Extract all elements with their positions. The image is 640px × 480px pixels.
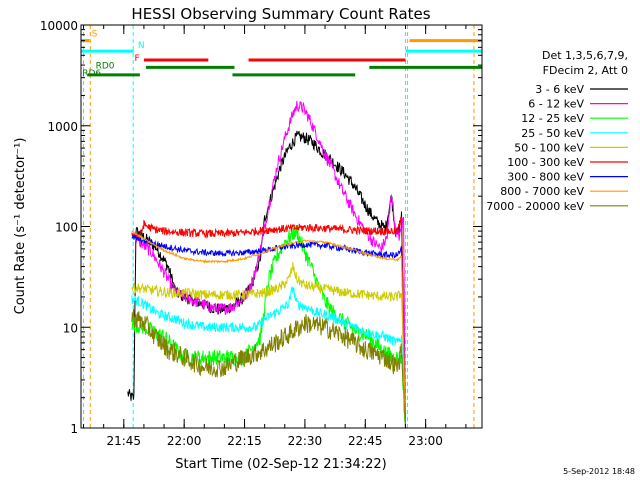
y-tick-label: 1 xyxy=(70,422,78,436)
x-tick-label: 22:00 xyxy=(167,434,202,448)
legend-label-5: 100 - 300 keV xyxy=(507,156,584,169)
footer-date: 5-Sep-2012 18:48 xyxy=(563,467,635,476)
series-line-6 xyxy=(131,234,406,428)
flag-label-s: S xyxy=(92,30,98,40)
x-tick-label: 22:15 xyxy=(227,434,262,448)
y-axis-label: Count Rate (s⁻¹ detector⁻¹) xyxy=(13,138,28,315)
legend: Det 1,3,5,6,7,9, FDecim 2, Att 0 3 - 6 k… xyxy=(486,49,628,213)
legend-label-1: 6 - 12 keV xyxy=(528,98,584,111)
legend-label-3: 25 - 50 keV xyxy=(521,127,584,140)
legend-header-line-2: FDecim 2, Att 0 xyxy=(543,64,628,77)
legend-label-2: 12 - 25 keV xyxy=(521,112,584,125)
legend-label-4: 50 - 100 keV xyxy=(514,141,584,154)
flag-label-rd0: RD0 xyxy=(96,61,115,71)
legend-label-7: 800 - 7000 keV xyxy=(500,185,584,198)
flag-label-rd6: RD6 xyxy=(82,69,101,79)
flag-label-f: F xyxy=(135,54,140,64)
flag-label-n: N xyxy=(138,41,145,51)
y-tick-label: 100 xyxy=(55,221,78,235)
series-line-5 xyxy=(131,216,406,428)
y-tick-label: 1000 xyxy=(47,120,78,134)
x-axis-ticks: 21:45 22:00 22:15 22:30 22:45 23:00 xyxy=(83,25,467,448)
series-line-1 xyxy=(133,100,406,428)
series-line-4 xyxy=(131,261,406,428)
legend-label-8: 7000 - 20000 keV xyxy=(486,200,584,213)
x-tick-label: 22:45 xyxy=(348,434,383,448)
x-axis-label: Start Time (02-Sep-12 21:34:22) xyxy=(175,457,386,472)
y-axis-ticks: 1 10 100 1000 10000 xyxy=(40,19,482,436)
series-line-7 xyxy=(131,230,406,428)
legend-label-6: 300 - 800 keV xyxy=(507,171,584,184)
y-tick-label: 10000 xyxy=(40,19,78,33)
legend-header-line-1: Det 1,3,5,6,7,9, xyxy=(542,49,628,62)
series-line-2 xyxy=(131,224,406,428)
x-tick-label: 22:30 xyxy=(288,434,323,448)
legend-label-0: 3 - 6 keV xyxy=(535,83,584,96)
y-tick-label: 10 xyxy=(63,321,78,335)
x-tick-label: 21:45 xyxy=(106,434,141,448)
series-line-3 xyxy=(131,285,406,428)
x-tick-label: 23:00 xyxy=(408,434,443,448)
series-line-8 xyxy=(131,308,406,428)
series-line-0 xyxy=(127,130,406,428)
chart-title: HESSI Observing Summary Count Rates xyxy=(131,5,430,23)
